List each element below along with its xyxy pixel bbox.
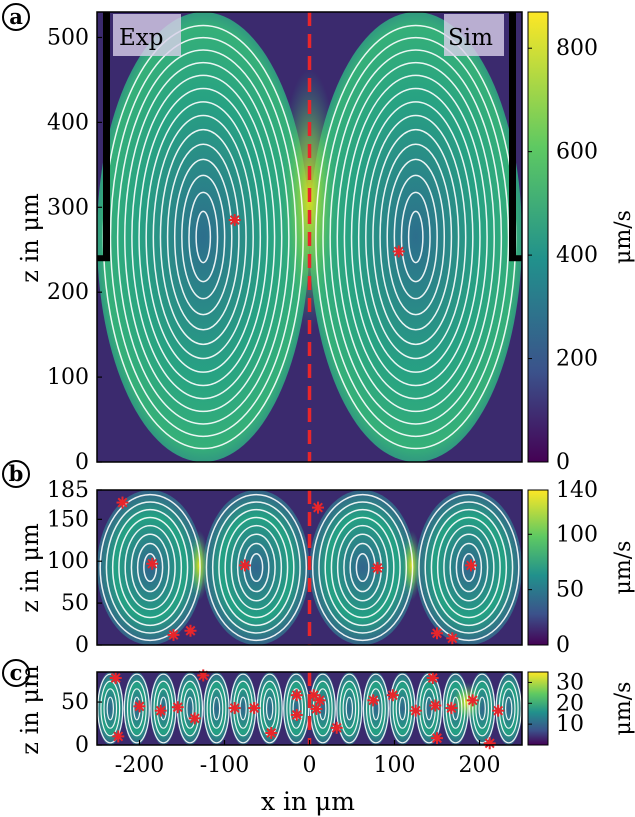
vortex-center-marker [367, 694, 379, 706]
vortex-center-marker [393, 245, 405, 257]
y-axis-title-a: z in μm [16, 193, 44, 283]
vortex-center-marker [314, 694, 326, 706]
vortex-center-marker [312, 502, 324, 514]
colorbar-unit-label: μm/s [611, 541, 635, 595]
colorbar-tick-label: 800 [556, 36, 598, 61]
x-tick-label: -100 [200, 753, 249, 778]
vortex-center-marker [429, 699, 441, 711]
y-tick-label: 100 [47, 365, 89, 390]
y-tick-label: 400 [47, 110, 89, 135]
vortex-center-marker [484, 737, 496, 749]
panel-label-b: b [3, 461, 29, 487]
vortex-center-marker [248, 702, 260, 714]
y-tick-label: 0 [75, 450, 89, 475]
vortex-center-marker [372, 562, 384, 574]
colorbar-tick-label: 30 [556, 670, 584, 695]
y-tick-label: 200 [47, 280, 89, 305]
vortex-center-marker [446, 632, 458, 644]
x-tick-label: 0 [303, 753, 317, 778]
vortex-center-marker [110, 672, 122, 684]
x-tick-label: 200 [459, 753, 501, 778]
vortex-center-marker [168, 629, 180, 641]
x-tick-label: -200 [115, 753, 164, 778]
panel-c: 0 50 -200 -100 0 100 200 [61, 669, 522, 778]
vortex-center-marker [445, 702, 457, 714]
svg-text:b: b [9, 461, 24, 486]
y-tick-label: 150 [47, 507, 89, 532]
colorbar-tick-label: 600 [556, 140, 598, 165]
vortex-center-marker [291, 689, 303, 701]
colorbar-a: 0 200 400 600 800 μm/s [528, 12, 635, 475]
x-tick-label: 100 [374, 753, 416, 778]
colorbar-unit-label: μm/s [611, 210, 635, 264]
colorbar-tick-label: 140 [556, 478, 598, 503]
colorbar-tick-label: 400 [556, 243, 598, 268]
y-axis-title-b: z in μm [16, 523, 44, 613]
vortex-center-marker [331, 722, 343, 734]
vortex-center-marker [239, 559, 251, 571]
vortex-center-marker [189, 712, 201, 724]
svg-text:a: a [9, 4, 23, 29]
y-tick-label: 300 [47, 195, 89, 220]
colorbar-tick-label: 0 [556, 633, 570, 658]
vortex-center-marker [172, 701, 184, 713]
vortex-center-marker [467, 694, 479, 706]
vortex-center-marker [229, 214, 241, 226]
vortex-center-marker [197, 669, 209, 681]
vortex-center-marker [492, 705, 504, 717]
vortex-center-marker [291, 709, 303, 721]
panel-a: Exp Sim 0 100 200 300 400 500 [47, 12, 522, 475]
vortex-center-marker [410, 705, 422, 717]
colorbar-tick-label: 0 [556, 450, 570, 475]
vortex-center-marker [134, 700, 146, 712]
vortex-center-marker [185, 625, 197, 637]
y-tick-label: 50 [61, 591, 89, 616]
vortex-center-marker [427, 672, 439, 684]
vortex-center-marker [117, 497, 129, 509]
overlay-label-exp: Exp [119, 25, 163, 51]
vortex-center-marker [465, 559, 477, 571]
y-tick-label: 100 [47, 549, 89, 574]
y-tick-label: 500 [47, 25, 89, 50]
y-tick-label: 0 [75, 633, 89, 658]
y-tick-label: 50 [61, 690, 89, 715]
vortex-center-marker [155, 705, 167, 717]
vortex-center-marker [431, 627, 443, 639]
colorbar-tick-label: 200 [556, 347, 598, 372]
panel-b: 0 50 100 150 185 [47, 478, 522, 658]
vortex-center-marker [265, 727, 277, 739]
panel-label-a: a [3, 4, 29, 30]
y-tick-label: 0 [75, 733, 89, 758]
vortex-center-marker [229, 702, 241, 714]
colorbar-unit-label: μm/s [611, 682, 635, 736]
vortex-center-marker [387, 689, 399, 701]
vortex-center-marker [112, 730, 124, 742]
colorbar-tick-label: 50 [556, 578, 584, 603]
vortex-center-marker [146, 558, 158, 570]
y-axis-title-c: z in μm [16, 665, 44, 755]
x-axis-title: x in μm [261, 787, 355, 816]
colorbar-b: 0 50 100 140 μm/s [528, 478, 635, 658]
y-tick-label: 185 [47, 478, 89, 503]
vortex-center-marker [431, 732, 443, 744]
colorbar-tick-label: 100 [556, 522, 598, 547]
overlay-label-sim: Sim [448, 25, 493, 51]
